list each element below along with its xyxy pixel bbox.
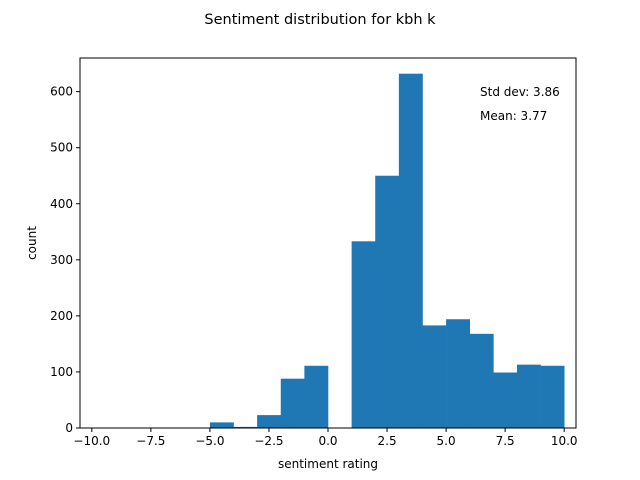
x-tick-label: 10.0: [551, 434, 578, 448]
histogram-bar: [280, 378, 305, 428]
x-axis-ticks: −10.0 −7.5 −5.0 −2.5 0.0 2.5 5.0 7.5 10.0: [73, 428, 578, 448]
x-tick-label: 0.0: [318, 434, 337, 448]
y-tick-label: 300: [50, 253, 73, 267]
x-tick-label: 2.5: [378, 434, 397, 448]
y-tick-label: 0: [65, 421, 73, 435]
histogram-bar: [304, 365, 329, 428]
histogram-bar: [493, 372, 518, 428]
histogram-bar: [398, 73, 423, 429]
y-axis-label: count: [25, 226, 39, 260]
histogram-bar: [422, 325, 447, 428]
histogram-bar: [351, 241, 376, 428]
std-dev-annotation: Std dev: 3.86: [480, 85, 560, 99]
histogram-bar: [446, 319, 471, 428]
y-tick-label: 200: [50, 309, 73, 323]
x-tick-label: −5.0: [195, 434, 224, 448]
y-axis-ticks: 0 100 200 300 400 500 600: [50, 85, 80, 435]
y-tick-label: 600: [50, 85, 73, 99]
y-tick-label: 400: [50, 197, 73, 211]
x-axis-label: sentiment rating: [278, 457, 378, 471]
chart-title: Sentiment distribution for kbh k: [204, 12, 436, 28]
histogram-bar: [469, 333, 494, 428]
histogram-bars: [209, 73, 565, 429]
x-tick-label: −2.5: [254, 434, 283, 448]
y-tick-label: 500: [50, 141, 73, 155]
histogram-bar: [257, 415, 282, 428]
histogram-bar: [209, 422, 234, 428]
mean-annotation: Mean: 3.77: [480, 109, 547, 123]
histogram-bar: [540, 365, 565, 428]
histogram-bar: [375, 175, 400, 428]
x-tick-label: −10.0: [73, 434, 110, 448]
histogram-bar: [233, 426, 258, 428]
x-tick-label: −7.5: [136, 434, 165, 448]
histogram-bar: [516, 364, 541, 428]
x-tick-label: 7.5: [496, 434, 515, 448]
x-tick-label: 5.0: [437, 434, 456, 448]
y-tick-label: 100: [50, 365, 73, 379]
